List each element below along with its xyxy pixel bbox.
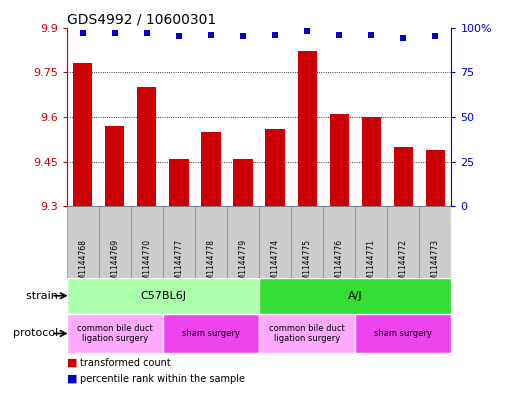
Text: GSM1144768: GSM1144768 bbox=[78, 239, 87, 290]
Point bbox=[303, 28, 311, 34]
Text: GSM1144777: GSM1144777 bbox=[174, 239, 184, 290]
Point bbox=[335, 31, 343, 38]
Point bbox=[399, 35, 407, 41]
Bar bbox=[169, 159, 189, 206]
Bar bbox=[355, 206, 387, 278]
Text: GSM1144779: GSM1144779 bbox=[239, 239, 248, 290]
Text: GDS4992 / 10600301: GDS4992 / 10600301 bbox=[67, 12, 216, 26]
Bar bbox=[195, 206, 227, 278]
Text: ■: ■ bbox=[67, 358, 81, 368]
Bar bbox=[233, 159, 252, 206]
Bar bbox=[137, 87, 156, 206]
Text: A/J: A/J bbox=[348, 291, 363, 301]
Point bbox=[111, 30, 119, 36]
Text: GSM1144773: GSM1144773 bbox=[431, 239, 440, 290]
Bar bbox=[259, 206, 291, 278]
Text: sham surgery: sham surgery bbox=[182, 329, 240, 338]
Bar bbox=[387, 206, 420, 278]
Bar bbox=[291, 206, 323, 278]
Bar bbox=[73, 63, 92, 206]
Bar bbox=[163, 206, 195, 278]
Bar bbox=[298, 51, 317, 206]
Text: sham surgery: sham surgery bbox=[374, 329, 432, 338]
Bar bbox=[227, 206, 259, 278]
Bar bbox=[393, 147, 413, 206]
Point bbox=[271, 31, 279, 38]
Text: GSM1144776: GSM1144776 bbox=[334, 239, 344, 290]
Bar bbox=[67, 314, 163, 353]
Text: transformed count: transformed count bbox=[80, 358, 170, 368]
Bar bbox=[323, 206, 355, 278]
Text: common bile duct
ligation surgery: common bile duct ligation surgery bbox=[269, 324, 345, 343]
Point bbox=[367, 31, 376, 38]
Text: GSM1144770: GSM1144770 bbox=[142, 239, 151, 290]
Text: C57BL6J: C57BL6J bbox=[140, 291, 186, 301]
Text: GSM1144778: GSM1144778 bbox=[206, 239, 215, 290]
Text: GSM1144774: GSM1144774 bbox=[270, 239, 280, 290]
Point bbox=[431, 33, 440, 40]
Point bbox=[239, 33, 247, 40]
Point bbox=[175, 33, 183, 40]
Text: GSM1144772: GSM1144772 bbox=[399, 239, 408, 290]
Bar bbox=[67, 206, 98, 278]
Text: strain: strain bbox=[26, 291, 62, 301]
Text: GSM1144775: GSM1144775 bbox=[303, 239, 312, 290]
Text: protocol: protocol bbox=[13, 329, 62, 338]
Text: percentile rank within the sample: percentile rank within the sample bbox=[80, 374, 245, 384]
Text: common bile duct
ligation surgery: common bile duct ligation surgery bbox=[77, 324, 153, 343]
Bar bbox=[259, 278, 451, 314]
Point bbox=[78, 30, 87, 36]
Bar bbox=[67, 278, 259, 314]
Bar bbox=[355, 314, 451, 353]
Point bbox=[143, 30, 151, 36]
Bar bbox=[98, 206, 131, 278]
Bar bbox=[329, 114, 349, 206]
Bar bbox=[259, 314, 355, 353]
Bar bbox=[163, 314, 259, 353]
Text: GSM1144769: GSM1144769 bbox=[110, 239, 120, 290]
Bar bbox=[420, 206, 451, 278]
Point bbox=[207, 31, 215, 38]
Bar bbox=[131, 206, 163, 278]
Bar bbox=[362, 117, 381, 206]
Bar bbox=[105, 126, 124, 206]
Text: GSM1144771: GSM1144771 bbox=[367, 239, 376, 290]
Bar bbox=[426, 150, 445, 206]
Bar bbox=[265, 129, 285, 206]
Bar bbox=[201, 132, 221, 206]
Text: ■: ■ bbox=[67, 374, 81, 384]
